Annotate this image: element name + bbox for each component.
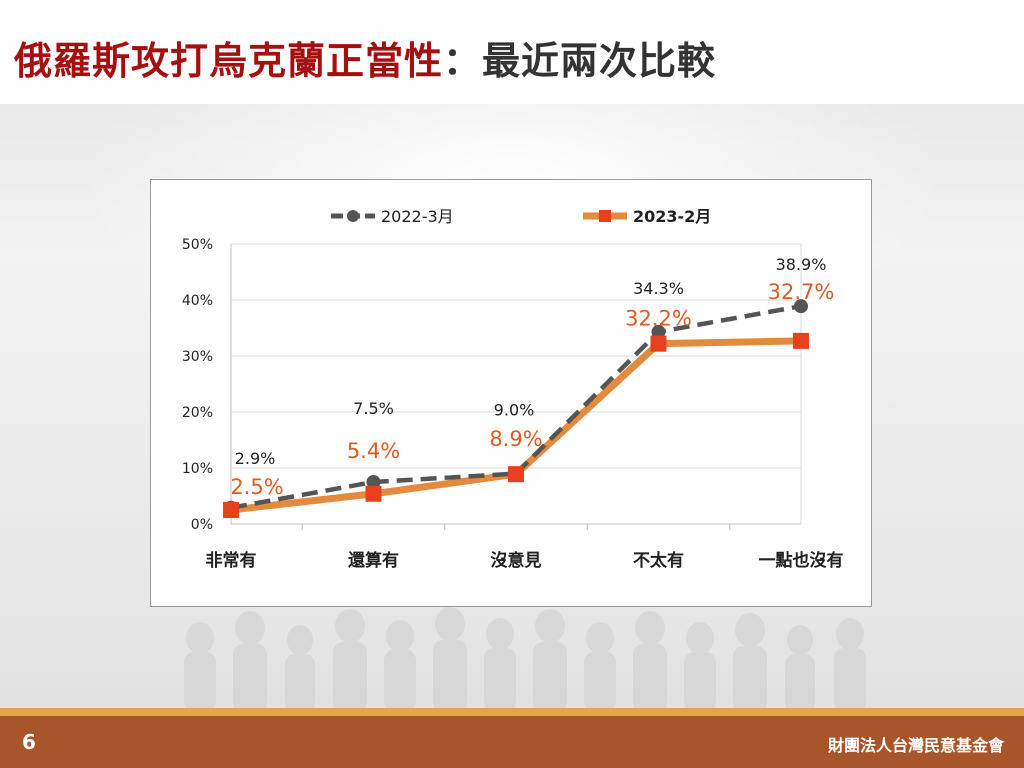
y-tick-label: 50% bbox=[182, 237, 213, 253]
page-title: 俄羅斯攻打烏克蘭正當性：最近兩次比較 bbox=[14, 30, 716, 85]
x-tick-label: 不太有 bbox=[633, 550, 684, 571]
x-tick-label: 非常有 bbox=[206, 550, 257, 571]
series-2023-marker bbox=[650, 335, 667, 352]
series-2022-marker bbox=[366, 475, 381, 489]
legend-2023-marker bbox=[599, 210, 611, 222]
y-tick-label: 10% bbox=[182, 461, 213, 477]
data-label-2023: 32.2% bbox=[625, 307, 692, 331]
title-bar: 俄羅斯攻打烏克蘭正當性：最近兩次比較 bbox=[0, 0, 1024, 104]
data-label-2023: 8.9% bbox=[489, 427, 542, 451]
title-main: 俄羅斯攻打烏克蘭正當性 bbox=[14, 39, 444, 83]
chart-series bbox=[223, 299, 809, 518]
x-axis-ticks: 非常有 還算有 沒意見 不太有 一點也沒有 bbox=[206, 550, 844, 571]
data-label-2023: 32.7% bbox=[768, 280, 835, 304]
crowd-silhouette-decoration bbox=[184, 607, 866, 708]
data-label-2022: 9.0% bbox=[494, 401, 535, 420]
data-label-2022: 38.9% bbox=[776, 255, 827, 274]
data-label-2022: 2.9% bbox=[235, 449, 276, 468]
series-2023-marker bbox=[508, 466, 524, 483]
x-tick-label: 一點也沒有 bbox=[759, 550, 844, 571]
x-tick-label: 還算有 bbox=[348, 550, 399, 571]
series-2023-marker bbox=[793, 332, 809, 349]
legend-2022-label: 2022-3月 bbox=[381, 207, 454, 226]
y-tick-label: 30% bbox=[182, 349, 213, 365]
y-tick-label: 0% bbox=[191, 517, 213, 533]
series-2022-marker bbox=[651, 324, 666, 339]
series-2023-line bbox=[230, 337, 802, 514]
data-label-2023: 5.4% bbox=[347, 439, 400, 463]
y-tick-label: 20% bbox=[182, 405, 213, 421]
data-label-2022: 34.3% bbox=[633, 279, 684, 298]
series-2023-marker bbox=[223, 502, 239, 518]
chart-gridlines bbox=[230, 243, 802, 530]
legend-2022-marker bbox=[347, 210, 359, 222]
y-tick-label: 40% bbox=[182, 293, 213, 309]
x-tick-label: 沒意見 bbox=[491, 550, 542, 571]
organization-name: 財團法人台灣民意基金會 bbox=[827, 736, 1004, 755]
data-label-2022: 7.5% bbox=[353, 399, 394, 418]
title-subtitle: 最近兩次比較 bbox=[482, 39, 717, 83]
title-separator: ： bbox=[443, 39, 483, 83]
data-label-2023: 2.5% bbox=[230, 475, 283, 499]
legend-2023-label: 2023-2月 bbox=[633, 207, 711, 226]
chart-data-labels: 2.9% 7.5% 9.0% 34.3% 38.9% 2.5% 5.4% 8.9% 32.2% 3… bbox=[230, 255, 834, 499]
series-2022-marker bbox=[794, 299, 808, 314]
page-number: 6 bbox=[22, 730, 36, 754]
y-axis-ticks: 0% 10% 20% 30% 40% 50% bbox=[182, 237, 213, 533]
series-2023-marker bbox=[365, 485, 382, 502]
chart-legend: 2022-3月 2023-2月 bbox=[331, 207, 711, 226]
footer-bar: 6 財團法人台灣民意基金會 bbox=[0, 716, 1024, 768]
footer-stripe bbox=[0, 708, 1024, 716]
series-2022-line bbox=[230, 303, 802, 510]
line-chart: 0% 10% 20% 30% 40% 50% 非常有 還算有 沒意見 不太有 一點也沒有 2.9%… bbox=[182, 207, 844, 571]
chart-panel: 0% 10% 20% 30% 40% 50% 非常有 還算有 沒意見 不太有 一點也沒有 2.9%… bbox=[150, 179, 872, 607]
